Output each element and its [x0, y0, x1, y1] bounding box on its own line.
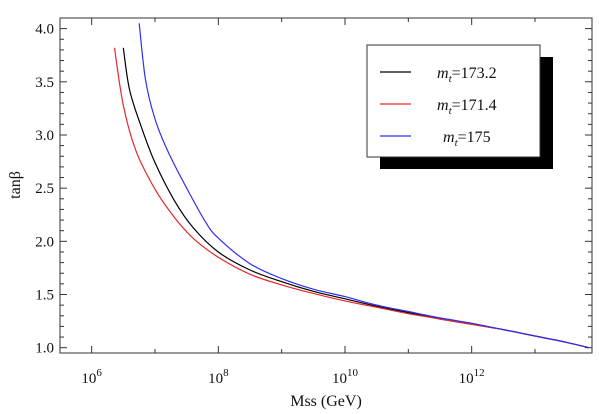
- legend-label: mt=171.4: [437, 97, 497, 117]
- legend-entries: mt=173.2 mt=171.4 mt=175: [380, 65, 497, 149]
- y-tick-label: 1.0: [35, 341, 54, 357]
- y-tick-label: 3.0: [35, 128, 54, 144]
- x-tick-label: 1012: [459, 367, 485, 387]
- y-tick-label: 1.5: [35, 288, 54, 304]
- y-tick-label: 4.0: [35, 22, 54, 38]
- axis-ticks: [60, 17, 592, 353]
- x-tick-label: 1010: [332, 367, 359, 387]
- y-tick-label: 2.0: [35, 234, 54, 250]
- x-axis-title: Mss (GeV): [290, 393, 362, 410]
- x-tick-label: 106: [81, 367, 102, 387]
- y-tick-label: 3.5: [35, 75, 54, 91]
- y-axis-title: tanβ: [7, 171, 24, 199]
- legend-label: mt=173.2: [437, 65, 497, 85]
- legend-label: mt=175: [443, 129, 491, 149]
- legend: mt=173.2 mt=171.4 mt=175: [366, 44, 553, 169]
- plot-frame: [59, 17, 593, 354]
- axis-tick-labels: 106 108 1010 1012 1.0 1.5 2.0 2.5 3.0 3.5 4.0: [35, 22, 484, 387]
- x-tick-label: 108: [208, 367, 229, 387]
- legend-box: [366, 44, 541, 158]
- series-line: [138, 23, 589, 349]
- series-lines: [113, 23, 589, 349]
- y-tick-label: 2.5: [35, 181, 54, 197]
